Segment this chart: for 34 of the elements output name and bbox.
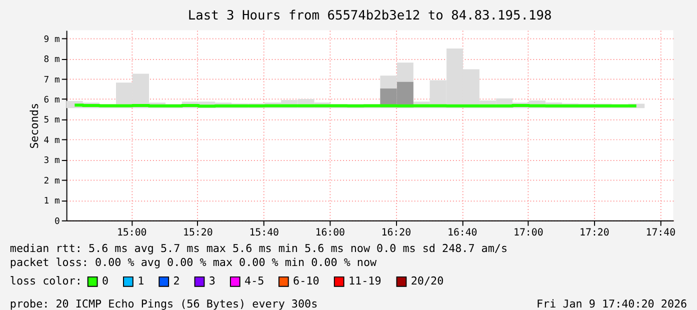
- legend-title: loss color:: [10, 274, 82, 288]
- y-tick-label: 5 m: [44, 116, 60, 126]
- y-axis-title: Seconds: [28, 102, 41, 149]
- legend-label: 1: [138, 274, 144, 288]
- y-tick-label: 9 m: [44, 34, 60, 45]
- x-tick-label: 17:00: [514, 228, 544, 239]
- text: packet loss: 0.00 % avg 0.00 % max 0.00 % min 0.00 % now: [10, 256, 377, 269]
- y-tick-label: 8 m: [44, 55, 60, 66]
- y-tick-label: 3 m: [44, 156, 60, 166]
- x-tick-label: 17:20: [580, 228, 610, 239]
- text: probe: 20 ICMP Echo Pings (56 Bytes) every 300s: [10, 298, 318, 310]
- y-tick-label: 0: [54, 216, 60, 227]
- legend-label: 4-5: [244, 274, 264, 288]
- y-tick-label: 6 m: [44, 96, 60, 106]
- x-tick-label: 15:20: [182, 228, 213, 239]
- text: median rtt: 5.6 ms avg 5.7 ms max 5.6 ms min 5.6 ms now 0.0 ms sd 248.7 am/s: [10, 242, 508, 256]
- legend-label: 6-10: [293, 274, 320, 288]
- y-tick-label: 1 m: [44, 196, 60, 207]
- x-tick-label: 16:20: [381, 228, 412, 239]
- y-tick-label: 2 m: [44, 176, 60, 186]
- x-tick-label: 17:40: [646, 228, 676, 239]
- y-tick-label: 7 m: [44, 75, 60, 86]
- chart-title: Last 3 Hours from 65574b2b3e12 to 84.83.195.198: [188, 8, 552, 24]
- legend-label: 11-19: [348, 274, 382, 288]
- legend-label: 3: [208, 274, 216, 288]
- x-tick-label: 16:40: [447, 228, 478, 239]
- text: Fri Jan 9 17:40:20 2026: [536, 298, 688, 310]
- x-tick-label: 16:00: [315, 228, 346, 239]
- x-tick-label: 15:40: [249, 228, 280, 239]
- legend-label: 0: [102, 274, 109, 288]
- legend-label: 20/20: [410, 274, 444, 288]
- legend-label: 2: [173, 274, 180, 288]
- y-tick-label: 4 m: [44, 136, 60, 146]
- x-tick-label: 15:00: [116, 228, 147, 239]
